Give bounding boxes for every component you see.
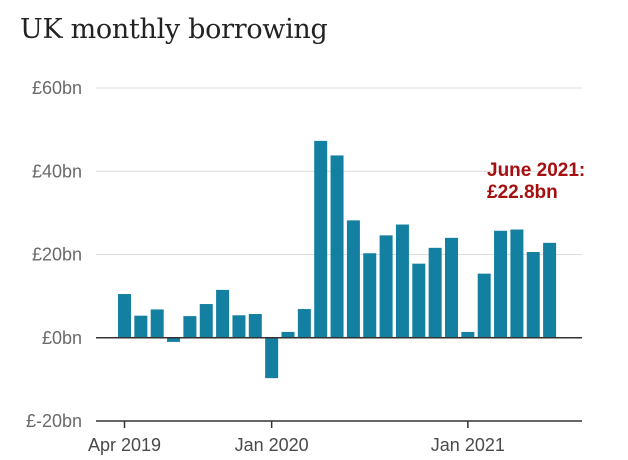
bar-oct-2020 [412, 263, 426, 338]
chart-title: UK monthly borrowing [20, 14, 328, 45]
bar-dec-2019 [248, 314, 262, 338]
bar-may-2020 [330, 155, 344, 338]
y-tick-label: £20bn [32, 245, 82, 265]
bar-jun-2020 [346, 220, 360, 338]
bar-may-2021 [526, 252, 540, 338]
bar-apr-2020 [314, 140, 328, 338]
bar-nov-2019 [232, 315, 246, 338]
y-tick-label: £0bn [42, 328, 82, 348]
x-tick-label: Jan 2021 [431, 435, 505, 455]
y-tick-label: £-20bn [26, 411, 82, 431]
bar-sep-2020 [395, 224, 409, 338]
bar-apr-2019 [118, 294, 131, 338]
y-tick-label: £60bn [32, 78, 82, 98]
bar-jul-2020 [363, 253, 377, 338]
bar-apr-2021 [510, 229, 524, 338]
bar-jan-2021 [461, 331, 475, 338]
y-tick-label: £40bn [32, 161, 82, 181]
bar-feb-2020 [281, 331, 295, 338]
bar-jul-2019 [167, 337, 181, 342]
bar-feb-2021 [477, 273, 491, 338]
bar-nov-2020 [428, 247, 442, 338]
bar-may-2019 [134, 315, 148, 338]
bar-dec-2020 [445, 237, 458, 338]
bar-oct-2019 [216, 289, 230, 338]
bar-mar-2021 [494, 230, 508, 338]
bar-aug-2019 [183, 316, 197, 338]
annotation-label: June 2021: £22.8bn [487, 160, 585, 203]
bar-sep-2019 [199, 304, 213, 338]
bar-jan-2020 [265, 337, 279, 379]
bar-mar-2020 [297, 309, 311, 338]
x-tick-label: Jan 2020 [235, 435, 309, 455]
bar-aug-2020 [379, 235, 393, 338]
bar-jun-2019 [150, 309, 164, 338]
x-tick-label: Apr 2019 [88, 435, 161, 455]
bar-jun-2021 [543, 242, 557, 338]
